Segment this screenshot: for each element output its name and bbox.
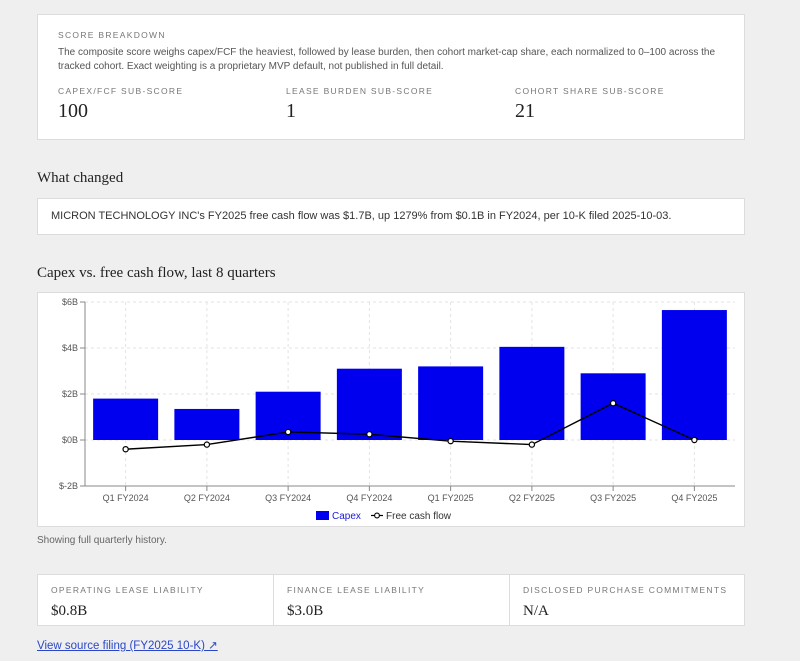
fcf-point [691, 436, 698, 444]
fcf-point [447, 437, 454, 445]
lease-purchase-commitments: DISCLOSED PURCHASE COMMITMENTS N/A [510, 575, 745, 625]
capex-bar [174, 408, 240, 440]
view-source-filing-link[interactable]: View source filing (FY2025 10-K) ↗ [37, 640, 218, 652]
what-changed-text: MICRON TECHNOLOGY INC's FY2025 free cash… [51, 210, 672, 222]
x-tick-label: Q1 FY2025 [428, 493, 474, 503]
fcf-line [125, 402, 695, 450]
divider [273, 575, 274, 625]
lease-label: FINANCE LEASE LIABILITY [287, 585, 426, 595]
subscore-label: CAPEX/FCF SUB-SCORE [58, 86, 184, 96]
y-tick-label: $2B [62, 389, 78, 399]
subscore-value: 1 [286, 100, 296, 122]
x-tick-label: Q1 FY2024 [103, 493, 149, 503]
fcf-point [203, 441, 211, 448]
capex-bar [580, 373, 646, 440]
subscore-value: 21 [515, 100, 535, 122]
lease-label: DISCLOSED PURCHASE COMMITMENTS [523, 585, 728, 595]
chart-heading: Capex vs. free cash flow, last 8 quarter… [37, 265, 276, 281]
x-tick-label: Q2 FY2025 [509, 493, 555, 503]
legend-capex-swatch [316, 511, 329, 520]
chart-note: Showing full quarterly history. [37, 535, 167, 546]
capex-bar [499, 346, 565, 440]
lease-value: $3.0B [287, 603, 324, 619]
what-changed-heading: What changed [37, 170, 124, 186]
lease-value: $0.8B [51, 603, 88, 619]
capex-bar [661, 310, 727, 440]
x-tick-label: Q4 FY2025 [671, 493, 717, 503]
fcf-point [609, 399, 617, 407]
subscore-label: COHORT SHARE SUB-SCORE [515, 86, 665, 96]
capex-fcf-chart: $6B $4B $2B $0B $-2B Q1 FY2024 Q2 FY2024 Q3 FY2… [59, 297, 735, 522]
score-breakdown-heading: SCORE BREAKDOWN [58, 30, 166, 40]
score-breakdown-card: SCORE BREAKDOWN The composite score weig… [37, 14, 745, 140]
chart-card: $6B $4B $2B $0B $-2B Q1 FY2024 Q2 FY2024 Q3 FY2… [37, 292, 745, 527]
lease-value: N/A [523, 603, 549, 619]
y-tick-label: $4B [62, 343, 78, 353]
what-changed-card: MICRON TECHNOLOGY INC's FY2025 free cash… [37, 198, 745, 235]
lease-card: OPERATING LEASE LIABILITY $0.8B FINANCE … [37, 574, 745, 626]
fcf-point [528, 441, 536, 448]
subscore-label: LEASE BURDEN SUB-SCORE [286, 86, 434, 96]
lease-operating: OPERATING LEASE LIABILITY $0.8B [38, 575, 273, 625]
legend-fcf-marker [374, 512, 380, 519]
y-tick-label: $6B [62, 297, 78, 307]
fcf-point [366, 431, 373, 438]
lease-finance: FINANCE LEASE LIABILITY $3.0B [274, 575, 509, 625]
subscore-value: 100 [58, 100, 88, 122]
subscore-cohort-share: COHORT SHARE SUB-SCORE 21 [515, 86, 665, 123]
legend-fcf-label: Free cash flow [386, 511, 452, 522]
score-breakdown-description: The composite score weighs capex/FCF the… [58, 47, 716, 72]
capex-bar [93, 398, 159, 440]
x-tick-label: Q4 FY2024 [346, 493, 392, 503]
subscore-lease-burden: LEASE BURDEN SUB-SCORE 1 [286, 86, 433, 123]
fcf-point [122, 445, 129, 453]
divider [509, 575, 510, 625]
x-tick-label: Q3 FY2025 [590, 493, 636, 503]
x-tick-label: Q3 FY2024 [265, 493, 311, 503]
y-tick-label: $0B [62, 435, 78, 445]
subscore-capex-fcf: CAPEX/FCF SUB-SCORE 100 [58, 86, 183, 123]
capex-bar [418, 366, 484, 440]
capex-bar [336, 368, 402, 440]
y-tick-label: $-2B [59, 481, 78, 491]
legend-capex-label: Capex [332, 511, 361, 522]
lease-label: OPERATING LEASE LIABILITY [51, 585, 204, 595]
x-tick-label: Q2 FY2024 [184, 493, 230, 503]
fcf-point [284, 428, 292, 436]
